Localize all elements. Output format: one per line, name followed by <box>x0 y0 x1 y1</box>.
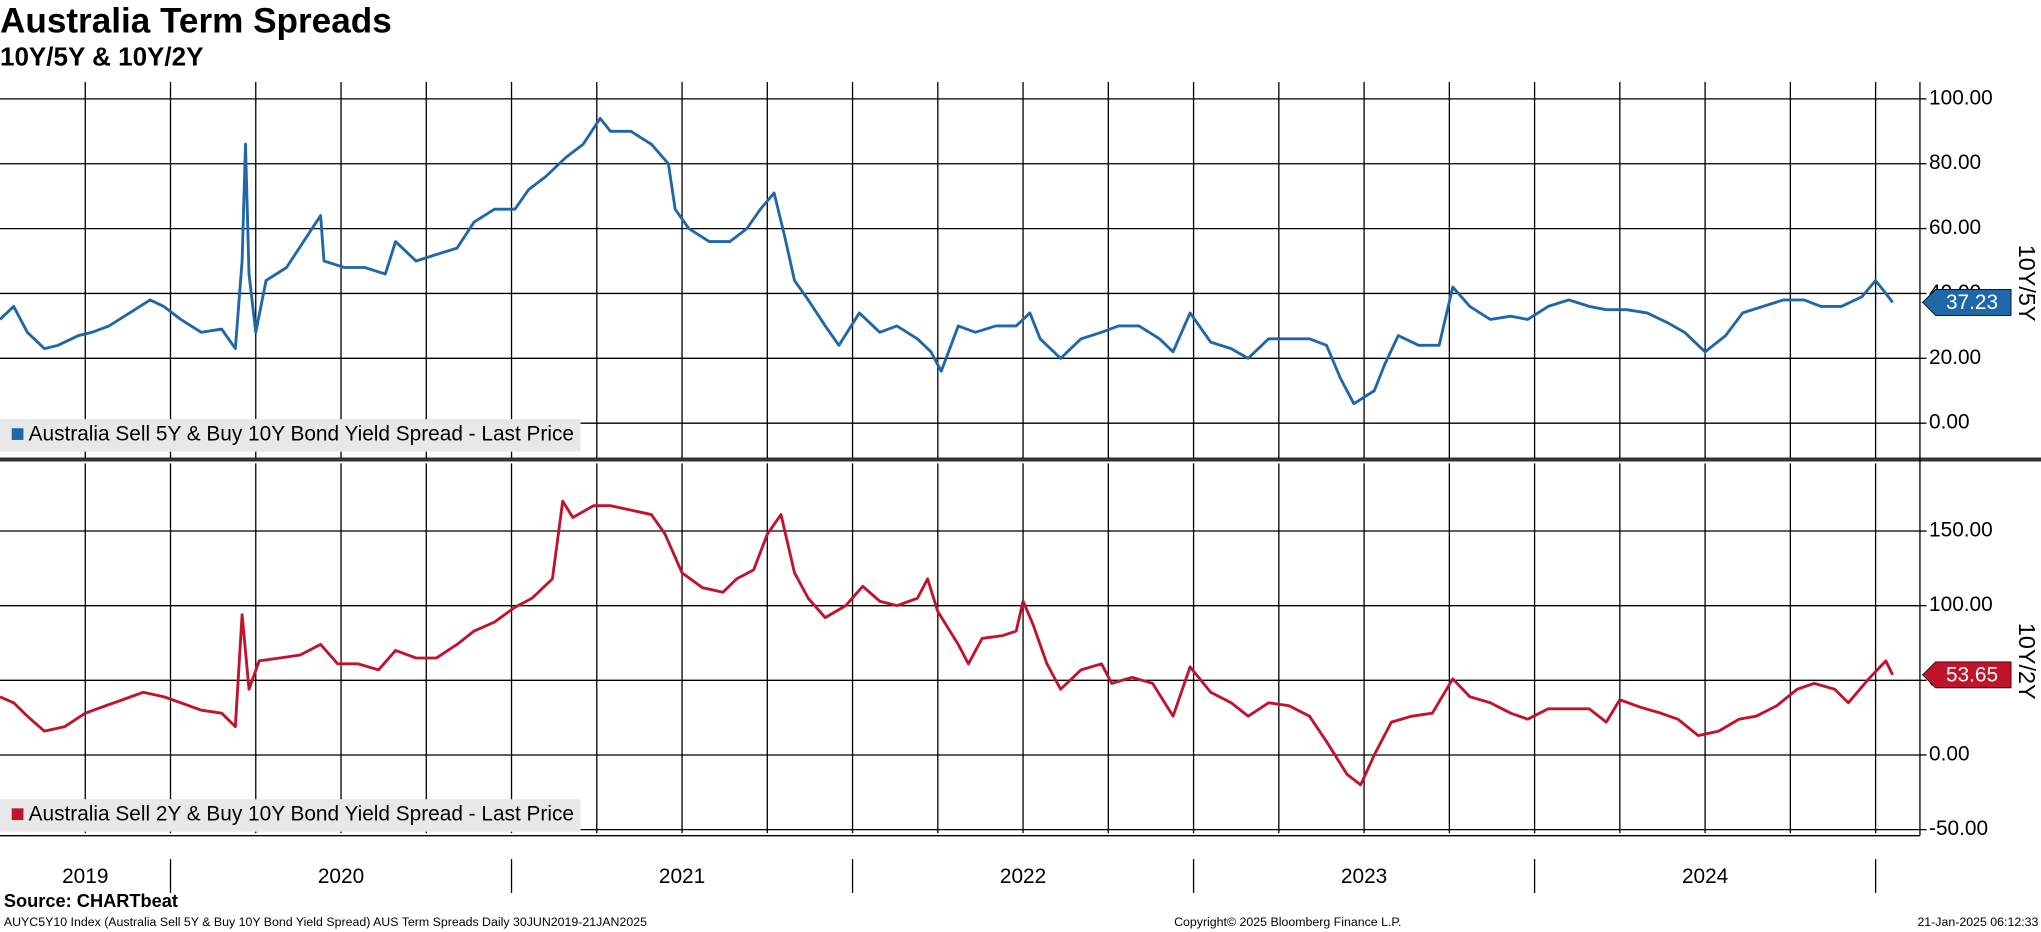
chart-subtitle: 10Y/5Y & 10Y/2Y <box>0 41 203 71</box>
y-tick-label: 100.00 <box>1929 593 1993 616</box>
last-value-badge <box>1921 661 2012 689</box>
x-tick-label: 2023 <box>1341 865 1387 888</box>
timestamp: 21-Jan-2025 06:12:33 <box>1917 915 2038 929</box>
legend-background <box>0 799 581 832</box>
x-tick-label: 2021 <box>659 865 705 888</box>
y-tick-label: 0.00 <box>1929 411 1970 434</box>
x-tick-label: 2020 <box>318 865 364 888</box>
y-tick-label: -50.00 <box>1929 817 1988 840</box>
legend-swatch <box>11 428 24 440</box>
x-tick-label: 2024 <box>1682 865 1728 888</box>
y-tick-label: 0.00 <box>1929 742 1970 765</box>
y-tick-label: 100.00 <box>1929 86 1993 109</box>
chart-title: Australia Term Spreads <box>0 2 392 41</box>
y-axis-label: 10Y/5Y <box>2014 245 2040 322</box>
y-tick-label: 150.00 <box>1929 519 1993 542</box>
x-tick-label: 2022 <box>1000 865 1046 888</box>
copyright: Copyright© 2025 Bloomberg Finance L.P. <box>1174 915 1401 929</box>
line-series <box>0 499 1894 787</box>
y-tick-label: 60.00 <box>1929 216 1981 239</box>
source: Source: CHARTbeat <box>4 891 178 911</box>
line-series <box>0 116 1894 406</box>
legend-label: Australia Sell 5Y & Buy 10Y Bond Yield S… <box>29 422 574 445</box>
y-tick-label: 80.00 <box>1929 151 1981 174</box>
y-tick-label: 20.00 <box>1929 346 1981 369</box>
footer: AUYC5Y10 Index (Australia Sell 5Y & Buy … <box>4 915 647 929</box>
last-value-label: 37.23 <box>1946 291 1998 314</box>
legend-background <box>0 419 581 452</box>
y-axis-label: 10Y/2Y <box>2014 623 2040 700</box>
legend-swatch <box>11 808 24 821</box>
last-value-badge <box>1921 289 2012 316</box>
x-tick-label: 2019 <box>62 865 108 888</box>
legend-label: Australia Sell 2Y & Buy 10Y Bond Yield S… <box>29 802 574 825</box>
last-value-label: 53.65 <box>1946 664 1998 687</box>
